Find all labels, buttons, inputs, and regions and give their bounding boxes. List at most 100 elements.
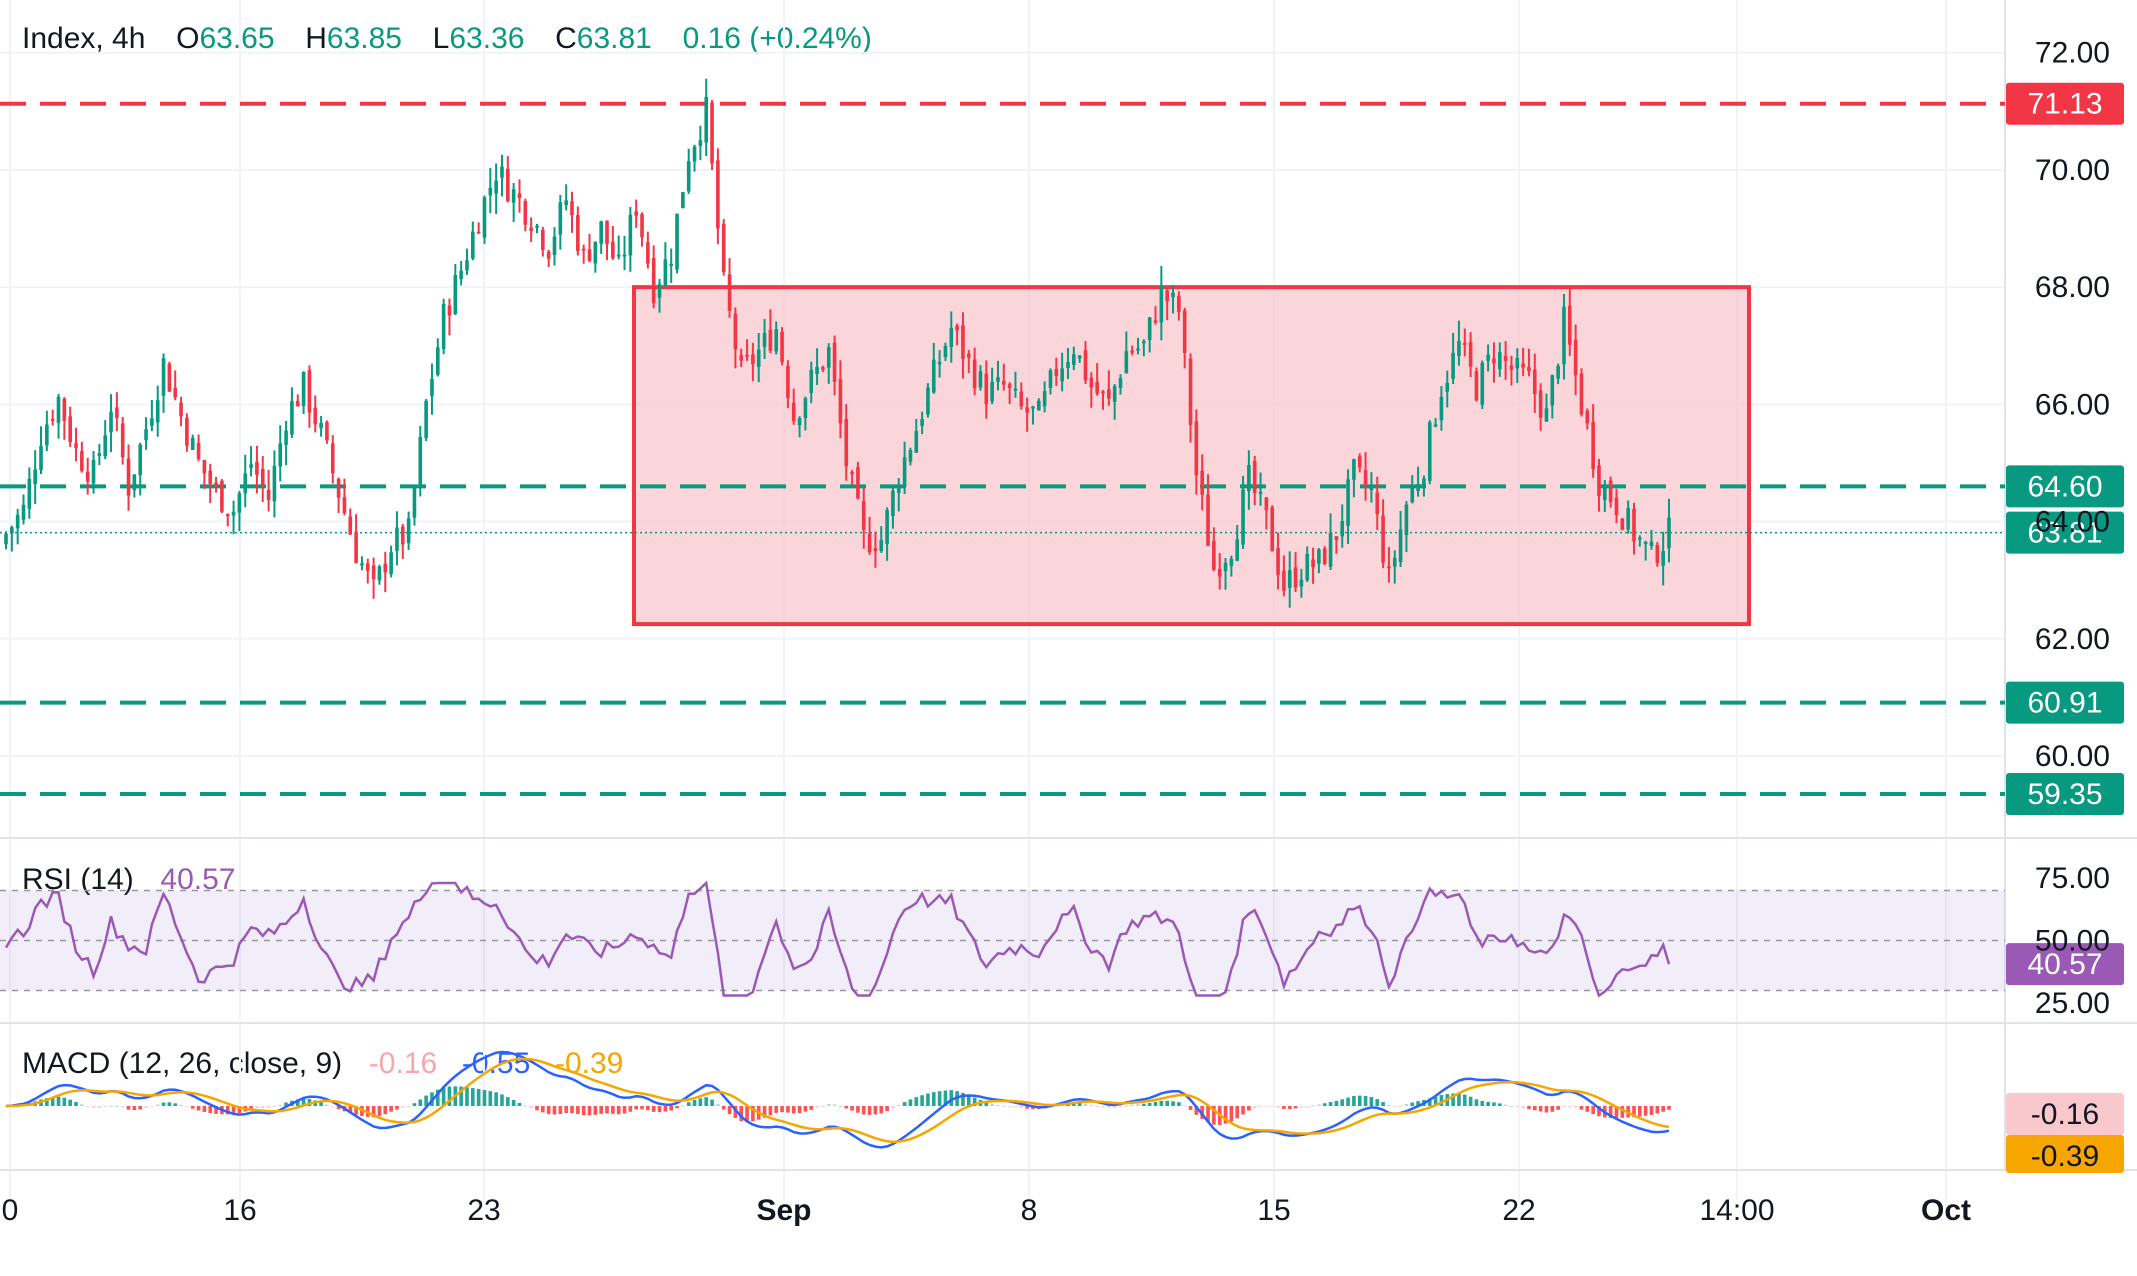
macd-histogram-bar (1550, 1106, 1555, 1112)
candle-body (1655, 545, 1660, 564)
candle-body (325, 422, 329, 441)
signal-tag-text: -0.39 (2031, 1140, 2099, 1173)
rsi-axis-label: 75.00 (2035, 862, 2110, 895)
candle-body (109, 411, 113, 433)
candle (966, 350, 971, 374)
candle (360, 556, 364, 571)
candle-body (126, 458, 131, 496)
macd-histogram-bar (132, 1106, 137, 1111)
candle (791, 388, 796, 425)
rsi-value-tag-text: 40.57 (2027, 948, 2102, 981)
macd-histogram-bar (336, 1106, 341, 1110)
macd-histogram-bar (809, 1106, 814, 1110)
candle-body (885, 510, 889, 545)
candle (1538, 383, 1543, 431)
candle-body (593, 241, 598, 264)
macd-histogram-bar (1387, 1105, 1391, 1107)
candle-body (517, 193, 522, 199)
macd-histogram-bar (1521, 1106, 1525, 1109)
macd-histogram-bar (751, 1106, 755, 1122)
candle-body (891, 490, 895, 516)
macd-histogram-bar (301, 1098, 306, 1106)
candle-body (1293, 567, 1298, 588)
macd-histogram-bar (389, 1106, 393, 1112)
candle (774, 321, 779, 355)
candle (255, 445, 259, 494)
macd-histogram-bar (1567, 1106, 1572, 1107)
time-axis-label: 16 (223, 1194, 256, 1227)
candle-body (1118, 378, 1123, 388)
candle-body (657, 283, 662, 298)
macd-histogram-bar (1252, 1106, 1257, 1109)
candle-body (412, 488, 417, 518)
macd-histogram-bar (85, 1106, 90, 1107)
candle-body (430, 378, 434, 396)
candle-body (949, 327, 954, 348)
candle (1352, 458, 1356, 498)
macd-histogram-bar (710, 1099, 714, 1106)
macd-histogram-bar (1509, 1105, 1514, 1107)
candle-body (115, 407, 119, 418)
candle-body (966, 353, 971, 358)
candle-body (1153, 320, 1158, 323)
candle (1264, 496, 1269, 530)
macd-histogram-bar (564, 1106, 568, 1113)
candle-body (132, 474, 137, 491)
levels-layer: 71.13 64.60 60.91 59.35 63.81 (0, 82, 2124, 816)
candle-body (1492, 358, 1496, 364)
candle (529, 217, 533, 243)
candle (1124, 331, 1129, 374)
macd-histogram-bar (1398, 1105, 1403, 1107)
macd-histogram-bar (931, 1092, 936, 1106)
candle-body (733, 313, 738, 350)
macd-histogram-bar (611, 1106, 615, 1114)
candle (243, 454, 248, 508)
macd-histogram-bar (587, 1106, 592, 1116)
candle-body (1579, 373, 1584, 415)
macd-histogram-bar (266, 1106, 271, 1109)
candle (931, 342, 936, 394)
candle-body (1229, 558, 1234, 567)
candle-body (435, 347, 440, 375)
change-value: 0.16 (+0.24%) (682, 22, 872, 55)
candle (1468, 332, 1473, 378)
candle (80, 441, 84, 473)
level-tag-text: 64.60 (2027, 470, 2102, 503)
macd-histogram-bar (1025, 1106, 1029, 1109)
candle (692, 144, 697, 172)
macd-histogram-bar (441, 1087, 446, 1106)
macd-histogram-bar (657, 1106, 662, 1113)
macd-histogram-bar (1363, 1096, 1368, 1106)
candle (1550, 374, 1555, 419)
candle (564, 184, 568, 211)
candle-body (1188, 358, 1193, 425)
candle (103, 420, 108, 459)
macd-histogram-bar (786, 1106, 790, 1113)
macd-histogram-bar (1433, 1096, 1438, 1106)
candle (1375, 476, 1380, 531)
macd-histogram-bar (826, 1104, 831, 1106)
candle (1019, 382, 1024, 410)
macd-histogram-bar (1130, 1104, 1134, 1106)
candle-body (1001, 380, 1006, 385)
candle (1112, 384, 1117, 420)
macd-histogram-bar (867, 1106, 872, 1115)
candle (576, 206, 580, 256)
candle-body (1031, 406, 1035, 409)
macd-histogram-bar (1410, 1102, 1415, 1106)
candle-body (1171, 292, 1175, 298)
price-axis-label: 66.00 (2035, 388, 2110, 421)
macd-histogram-bar (1258, 1106, 1263, 1108)
candle-body (570, 201, 574, 216)
macd-histogram-bar (902, 1102, 907, 1106)
macd-histogram-bar (50, 1097, 55, 1106)
candle-body (1346, 479, 1350, 526)
candle (278, 425, 283, 482)
candle-body (1107, 389, 1111, 399)
macd-histogram-bar (716, 1103, 720, 1106)
candle (856, 461, 860, 500)
rsi-axis-label: 25.00 (2035, 987, 2110, 1020)
candle-body (278, 443, 283, 467)
candle (1177, 291, 1181, 321)
